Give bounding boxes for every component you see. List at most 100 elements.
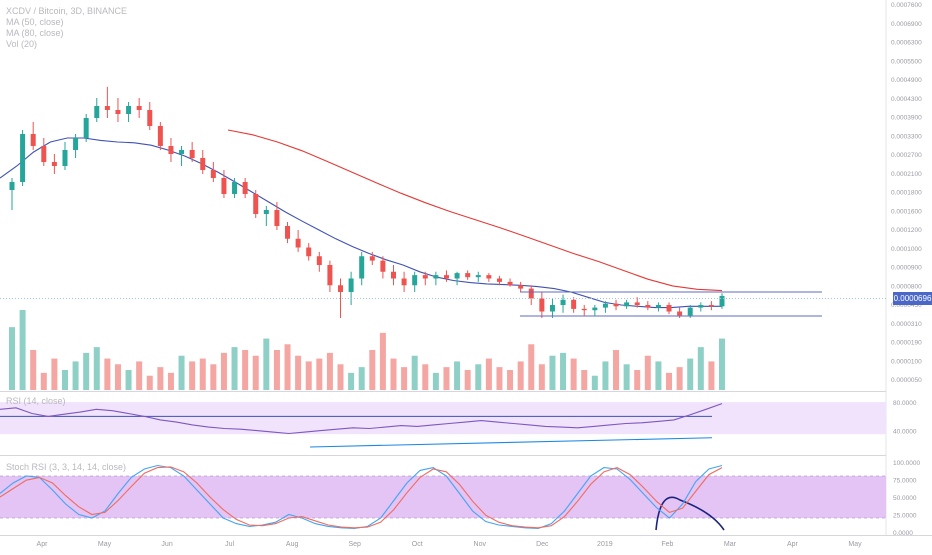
price-axis-label: 0.0007600 <box>891 2 922 9</box>
time-axis: Apr May Jun Jul Aug Sep Oct Nov Dec 2019 Feb Mar Apr… <box>37 541 863 548</box>
candle-body <box>359 256 365 279</box>
rsi-axis-label: 40.0000 <box>893 429 917 436</box>
candle-body <box>369 256 375 261</box>
candle-body <box>327 265 333 286</box>
candle-body <box>168 146 174 154</box>
ma-fast-line <box>0 137 722 309</box>
price-axis-label: 0.0002700 <box>891 152 922 159</box>
time-axis-label: Apr <box>37 541 49 548</box>
candle-body <box>210 170 216 178</box>
volume-bar <box>263 338 270 390</box>
price-axis-label: 0.0000900 <box>891 265 922 272</box>
candle-body <box>592 307 598 311</box>
time-axis-label: 2019 <box>597 541 613 548</box>
time-axis-label: Dec <box>536 541 549 548</box>
candle-body <box>348 278 354 292</box>
candle-body <box>200 158 206 170</box>
price-axis-label: 0.0006900 <box>891 21 922 28</box>
candle-body <box>666 305 672 312</box>
volume-bar <box>295 355 302 390</box>
volume-bar <box>581 370 588 390</box>
volume-bar <box>454 361 461 390</box>
candle-body <box>62 150 68 166</box>
volume-bar <box>125 370 132 390</box>
legend-rsi[interactable]: RSI (14, close) <box>6 396 66 406</box>
candle-body <box>518 285 524 289</box>
volume-bar <box>252 355 259 390</box>
ma-slow-line <box>227 129 723 292</box>
candle-body <box>51 162 57 166</box>
volume-bar <box>9 327 15 390</box>
rsi-divergence-line <box>309 437 713 448</box>
volume-bar <box>719 338 725 390</box>
legend-volume[interactable]: Vol (20) <box>6 39 38 49</box>
candle-body <box>655 305 661 308</box>
time-axis-label: Oct <box>412 541 423 548</box>
volume-bar <box>242 350 249 390</box>
price-axis: 0.0007600 0.0006900 0.0006300 0.0005500 0.00… <box>891 2 922 384</box>
candle-body <box>221 178 227 194</box>
volume-bar <box>644 355 651 390</box>
volume-bar <box>432 372 439 390</box>
volume-bar <box>676 367 683 390</box>
candle-body <box>465 273 471 278</box>
candle-body <box>581 308 587 311</box>
candle-body <box>571 299 577 309</box>
stoch-axis-label: 75.0000 <box>893 478 917 485</box>
candle-body <box>253 194 259 214</box>
candle-body <box>698 305 704 308</box>
stoch-rsi-pane: 100.0000 75.0000 50.0000 25.0000 0.0000 <box>0 460 920 537</box>
stoch-axis-label: 25.0000 <box>893 513 917 520</box>
stoch-axis-label: 0.0000 <box>893 530 913 537</box>
legend-stoch-rsi[interactable]: Stoch RSI (3, 3, 14, 14, close) <box>6 462 127 472</box>
candle-body <box>677 311 683 316</box>
candle-body <box>306 247 312 257</box>
volume-bar <box>72 361 79 390</box>
price-axis-label: 0.0001200 <box>891 227 922 234</box>
volume-bar <box>464 370 471 390</box>
price-axis-label: 0.0001600 <box>891 208 922 215</box>
volume-bar <box>220 352 227 390</box>
legend-ma-fast[interactable]: MA (50, close) <box>6 17 64 27</box>
volume-bar <box>666 372 673 390</box>
volume-bar <box>560 352 567 390</box>
candle-body <box>83 118 89 138</box>
candle-body <box>634 302 640 305</box>
volume-bar <box>157 367 164 390</box>
legend-symbol[interactable]: XCDV / Bitcoin, 3D, BINANCE <box>6 6 128 16</box>
candle-body <box>602 303 608 308</box>
candle-body <box>73 138 79 150</box>
candle-body <box>9 182 15 190</box>
price-axis-label: 0.0005500 <box>891 58 922 65</box>
volume-bar <box>337 364 344 390</box>
volume-bar <box>687 358 694 390</box>
volume-bar <box>496 367 503 390</box>
volume-bar <box>390 358 397 390</box>
stoch-axis-label: 50.0000 <box>893 495 917 502</box>
candle-body <box>380 260 386 272</box>
volume-bar <box>538 364 545 390</box>
volume-bar <box>19 310 26 390</box>
volume-bar <box>401 367 408 390</box>
legend-ma-slow[interactable]: MA (80, close) <box>6 28 64 38</box>
candle-body <box>719 295 725 307</box>
volume-bar <box>422 364 429 390</box>
price-axis-label: 0.0000190 <box>891 340 922 347</box>
volume-bar <box>443 367 450 390</box>
candles <box>9 86 725 318</box>
candle-body <box>20 134 26 182</box>
candle-body <box>390 271 396 279</box>
candle-body <box>189 150 195 158</box>
moving-averages <box>0 129 723 530</box>
price-axis-label: 0.0000100 <box>891 358 922 365</box>
volume-bar <box>30 350 37 390</box>
candle-body <box>94 106 100 118</box>
stoch-band <box>0 476 886 518</box>
candle-body <box>613 303 619 307</box>
candle-body <box>422 275 428 279</box>
price-axis-label: 0.0006300 <box>891 40 922 47</box>
volume-bar <box>305 361 312 390</box>
rsi-line <box>0 403 723 435</box>
